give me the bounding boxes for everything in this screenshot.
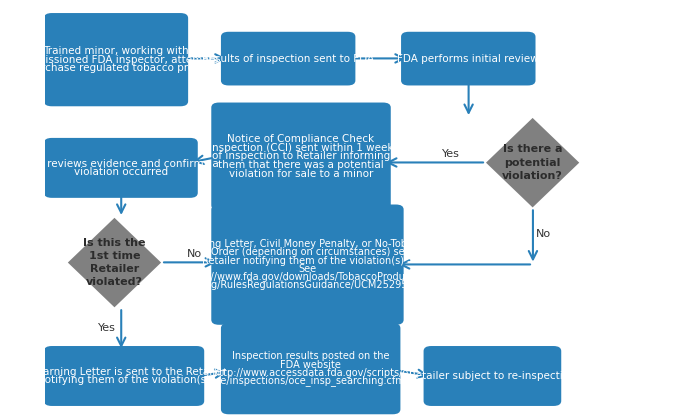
Text: Notice of Compliance Check: Notice of Compliance Check	[228, 134, 375, 144]
Text: No: No	[536, 230, 551, 240]
FancyBboxPatch shape	[221, 32, 355, 85]
Text: Warning Letter, Civil Money Penalty, or No-Tobacco-: Warning Letter, Civil Money Penalty, or …	[181, 239, 433, 249]
Text: commissioned FDA inspector, attempts: commissioned FDA inspector, attempts	[13, 54, 219, 65]
FancyBboxPatch shape	[221, 323, 400, 414]
Text: notifying them of the violation(s): notifying them of the violation(s)	[38, 375, 210, 385]
FancyBboxPatch shape	[44, 138, 198, 198]
Text: inspection (CCI) sent within 1 week: inspection (CCI) sent within 1 week	[209, 143, 393, 153]
Text: FDA reviews evidence and confirms a: FDA reviews evidence and confirms a	[23, 158, 219, 168]
Text: FDA performs initial review: FDA performs initial review	[397, 54, 539, 64]
FancyBboxPatch shape	[44, 346, 204, 406]
Text: of inspection to Retailer informing: of inspection to Retailer informing	[212, 151, 390, 161]
Text: Yes: Yes	[442, 149, 460, 159]
Text: violation occurred: violation occurred	[74, 167, 168, 177]
Text: ce/inspections/oce_insp_searching.cfm: ce/inspections/oce_insp_searching.cfm	[216, 375, 406, 386]
Text: to purchase regulated tobacco product: to purchase regulated tobacco product	[14, 63, 218, 73]
Text: A Warning Letter is sent to the Retailer: A Warning Letter is sent to the Retailer	[23, 367, 226, 377]
Text: violation for sale to a minor: violation for sale to a minor	[229, 169, 373, 179]
Text: Retailer subject to re-inspection: Retailer subject to re-inspection	[409, 371, 575, 381]
Text: FDA website: FDA website	[280, 360, 341, 370]
Text: Trained minor, working with: Trained minor, working with	[43, 46, 189, 56]
Text: Inspection results posted on the: Inspection results posted on the	[232, 352, 389, 362]
FancyBboxPatch shape	[211, 204, 404, 325]
Text: No: No	[187, 249, 202, 259]
Text: Yes: Yes	[97, 323, 115, 333]
Text: Is this the
1st time
Retailer
violated?: Is this the 1st time Retailer violated?	[83, 238, 146, 287]
Text: http://www.accessdata.fda.gov/scripts/o: http://www.accessdata.fda.gov/scripts/o	[213, 368, 408, 378]
Text: Retailer notifying them of the violation(s) –: Retailer notifying them of the violation…	[202, 256, 413, 266]
Text: http://www.fda.gov/downloads/TobaccoProducts/L: http://www.fda.gov/downloads/TobaccoProd…	[187, 272, 428, 282]
Polygon shape	[486, 118, 579, 207]
Text: Is there a
potential
violation?: Is there a potential violation?	[502, 145, 563, 181]
FancyBboxPatch shape	[401, 32, 535, 85]
Text: Sale Order (depending on circumstances) sent to: Sale Order (depending on circumstances) …	[187, 247, 428, 257]
FancyBboxPatch shape	[44, 13, 188, 106]
FancyBboxPatch shape	[211, 103, 391, 210]
Text: abeling/RulesRegulationsGuidance/UCM252955.pdf: abeling/RulesRegulationsGuidance/UCM2529…	[181, 280, 433, 290]
Text: them that there was a potential: them that there was a potential	[218, 160, 384, 170]
FancyBboxPatch shape	[424, 346, 561, 406]
Text: Results of inspection sent to FDA: Results of inspection sent to FDA	[202, 54, 374, 64]
Polygon shape	[68, 218, 161, 307]
Text: See: See	[298, 264, 317, 274]
